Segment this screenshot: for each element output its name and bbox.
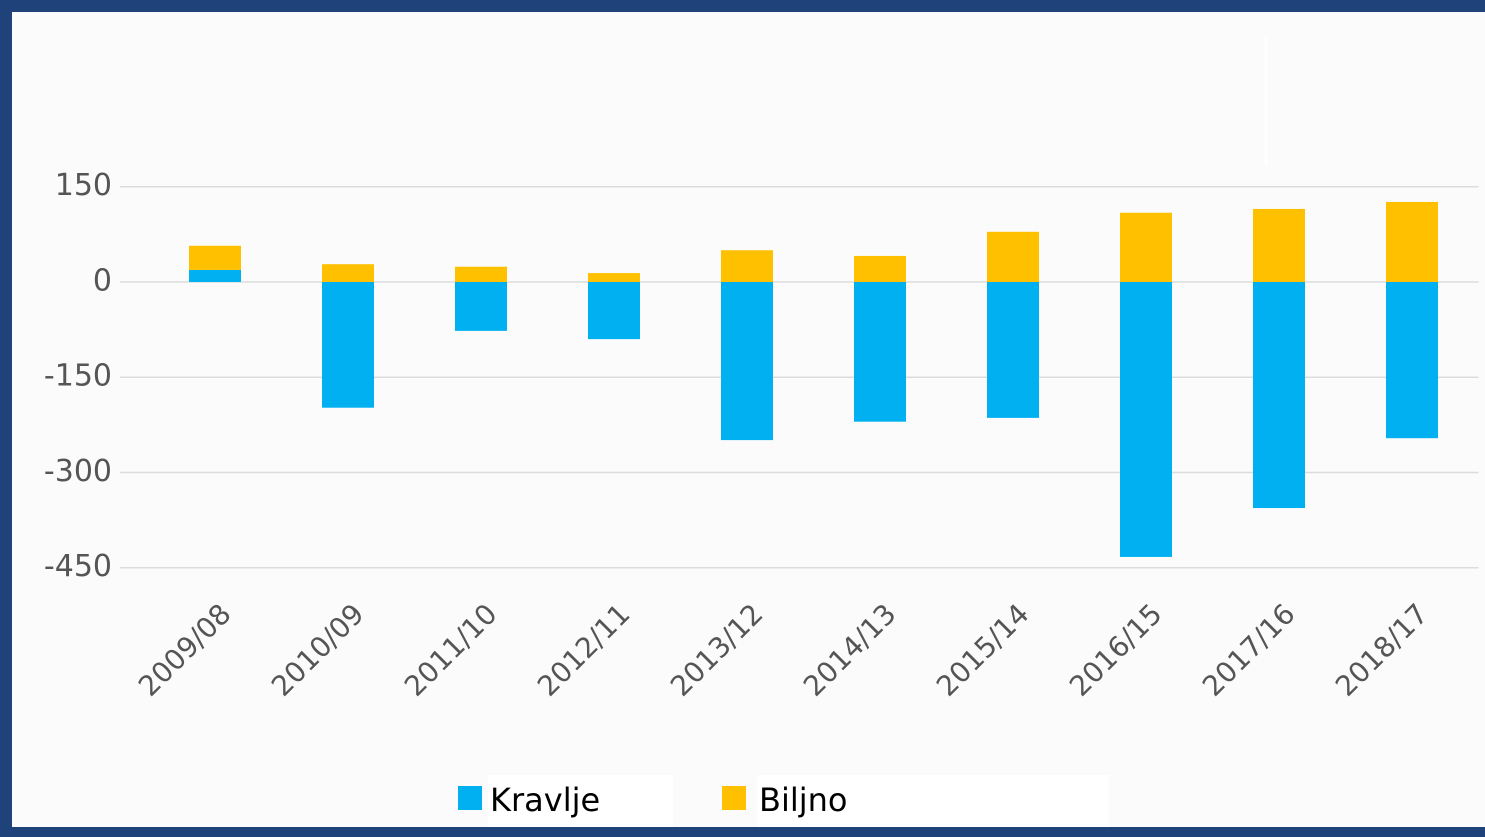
bar <box>987 281 1039 418</box>
bar <box>854 281 906 422</box>
bar <box>322 264 374 282</box>
legend-label-background <box>488 775 673 827</box>
bar <box>1253 208 1305 282</box>
bar <box>189 245 241 270</box>
y-tick-label: 0 <box>93 263 112 298</box>
bar <box>721 281 773 441</box>
legend-swatch <box>722 786 746 810</box>
bar <box>1120 281 1172 557</box>
legend-swatch <box>458 786 482 810</box>
y-tick-label: -150 <box>44 359 112 394</box>
bar <box>588 273 640 282</box>
bar <box>987 231 1039 282</box>
bar <box>1120 212 1172 282</box>
bar <box>322 281 374 408</box>
y-tick-label: 150 <box>55 168 112 203</box>
bar <box>189 269 241 282</box>
y-tick-label: -300 <box>44 454 112 489</box>
bar <box>1386 281 1438 439</box>
bar <box>854 255 906 282</box>
bar <box>1386 201 1438 282</box>
legend-label: Biljno <box>759 781 847 819</box>
bar <box>1253 281 1305 509</box>
bar <box>455 281 507 331</box>
y-tick-label: -450 <box>44 549 112 584</box>
legend-label-background <box>757 775 1109 827</box>
bar <box>721 250 773 282</box>
bar <box>588 281 640 340</box>
legend-label: Kravlje <box>490 781 600 819</box>
bar <box>455 266 507 282</box>
